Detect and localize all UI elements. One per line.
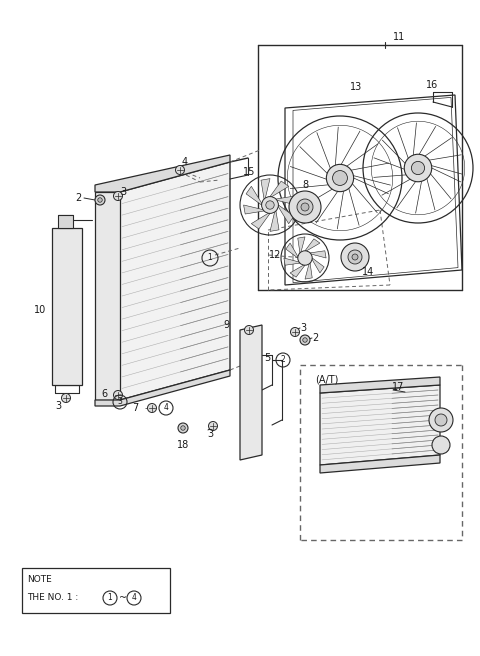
- Text: 14: 14: [362, 267, 374, 277]
- Polygon shape: [270, 211, 279, 232]
- Polygon shape: [310, 251, 326, 258]
- Polygon shape: [305, 263, 312, 279]
- Text: 10: 10: [34, 305, 46, 315]
- Circle shape: [113, 390, 122, 400]
- Text: 12: 12: [269, 250, 281, 260]
- Circle shape: [290, 327, 300, 337]
- Text: 8: 8: [302, 180, 308, 190]
- Polygon shape: [284, 258, 300, 265]
- Text: 2: 2: [312, 333, 318, 343]
- Circle shape: [178, 423, 188, 433]
- Polygon shape: [95, 192, 120, 400]
- Text: 5: 5: [264, 353, 270, 363]
- Polygon shape: [261, 178, 270, 199]
- Polygon shape: [120, 162, 230, 400]
- Circle shape: [176, 165, 184, 174]
- Text: 3: 3: [207, 429, 213, 439]
- Text: NOTE: NOTE: [27, 575, 52, 584]
- Circle shape: [266, 201, 274, 209]
- Circle shape: [208, 422, 217, 430]
- Text: 4: 4: [164, 403, 168, 413]
- Text: 15: 15: [242, 167, 255, 177]
- Polygon shape: [290, 265, 305, 277]
- Circle shape: [432, 436, 450, 454]
- Circle shape: [326, 165, 354, 192]
- Circle shape: [98, 197, 102, 202]
- Polygon shape: [244, 205, 264, 214]
- Text: 18: 18: [177, 440, 189, 450]
- FancyBboxPatch shape: [22, 568, 170, 613]
- Circle shape: [352, 254, 358, 260]
- Circle shape: [429, 408, 453, 432]
- Polygon shape: [278, 205, 294, 224]
- Text: ~: ~: [119, 593, 127, 603]
- Circle shape: [147, 403, 156, 413]
- Polygon shape: [270, 181, 288, 197]
- Text: 11: 11: [393, 32, 405, 42]
- Polygon shape: [52, 228, 82, 385]
- Polygon shape: [240, 325, 262, 460]
- Polygon shape: [286, 243, 298, 258]
- Text: 9: 9: [224, 320, 230, 330]
- Text: 6: 6: [101, 389, 107, 399]
- Text: 4: 4: [182, 157, 188, 167]
- Text: THE NO. 1 :: THE NO. 1 :: [27, 594, 81, 602]
- Text: 13: 13: [350, 82, 362, 92]
- Text: 16: 16: [426, 80, 438, 90]
- Polygon shape: [276, 196, 296, 205]
- Text: 3: 3: [120, 187, 126, 197]
- Polygon shape: [312, 258, 324, 273]
- Polygon shape: [95, 370, 230, 406]
- Polygon shape: [95, 155, 230, 192]
- Text: 3: 3: [55, 401, 61, 411]
- Circle shape: [244, 325, 253, 335]
- Text: 1: 1: [108, 594, 112, 602]
- Circle shape: [411, 161, 425, 174]
- Text: (A/T): (A/T): [315, 375, 338, 385]
- Circle shape: [181, 426, 185, 430]
- Text: 2: 2: [281, 356, 286, 365]
- Text: 2: 2: [76, 193, 82, 203]
- Circle shape: [61, 394, 71, 403]
- Text: 3: 3: [118, 398, 122, 407]
- Polygon shape: [320, 377, 440, 393]
- Circle shape: [301, 203, 309, 211]
- Polygon shape: [252, 213, 270, 229]
- Text: 1: 1: [208, 253, 212, 262]
- Circle shape: [303, 338, 307, 342]
- FancyBboxPatch shape: [58, 215, 73, 228]
- Polygon shape: [320, 455, 440, 473]
- Circle shape: [348, 250, 362, 264]
- Polygon shape: [305, 239, 320, 251]
- Circle shape: [435, 414, 447, 426]
- Circle shape: [289, 191, 321, 223]
- Circle shape: [95, 195, 105, 205]
- Circle shape: [297, 199, 313, 215]
- Circle shape: [298, 251, 312, 265]
- Circle shape: [300, 335, 310, 345]
- Circle shape: [341, 243, 369, 271]
- Polygon shape: [246, 186, 262, 205]
- Circle shape: [113, 192, 122, 201]
- Text: 3: 3: [300, 323, 306, 333]
- Circle shape: [333, 171, 348, 186]
- Text: 17: 17: [392, 382, 404, 392]
- Polygon shape: [298, 237, 305, 253]
- Circle shape: [262, 197, 278, 213]
- Text: 4: 4: [132, 594, 136, 602]
- Circle shape: [404, 154, 432, 182]
- Polygon shape: [320, 385, 440, 465]
- Text: 7: 7: [132, 403, 138, 413]
